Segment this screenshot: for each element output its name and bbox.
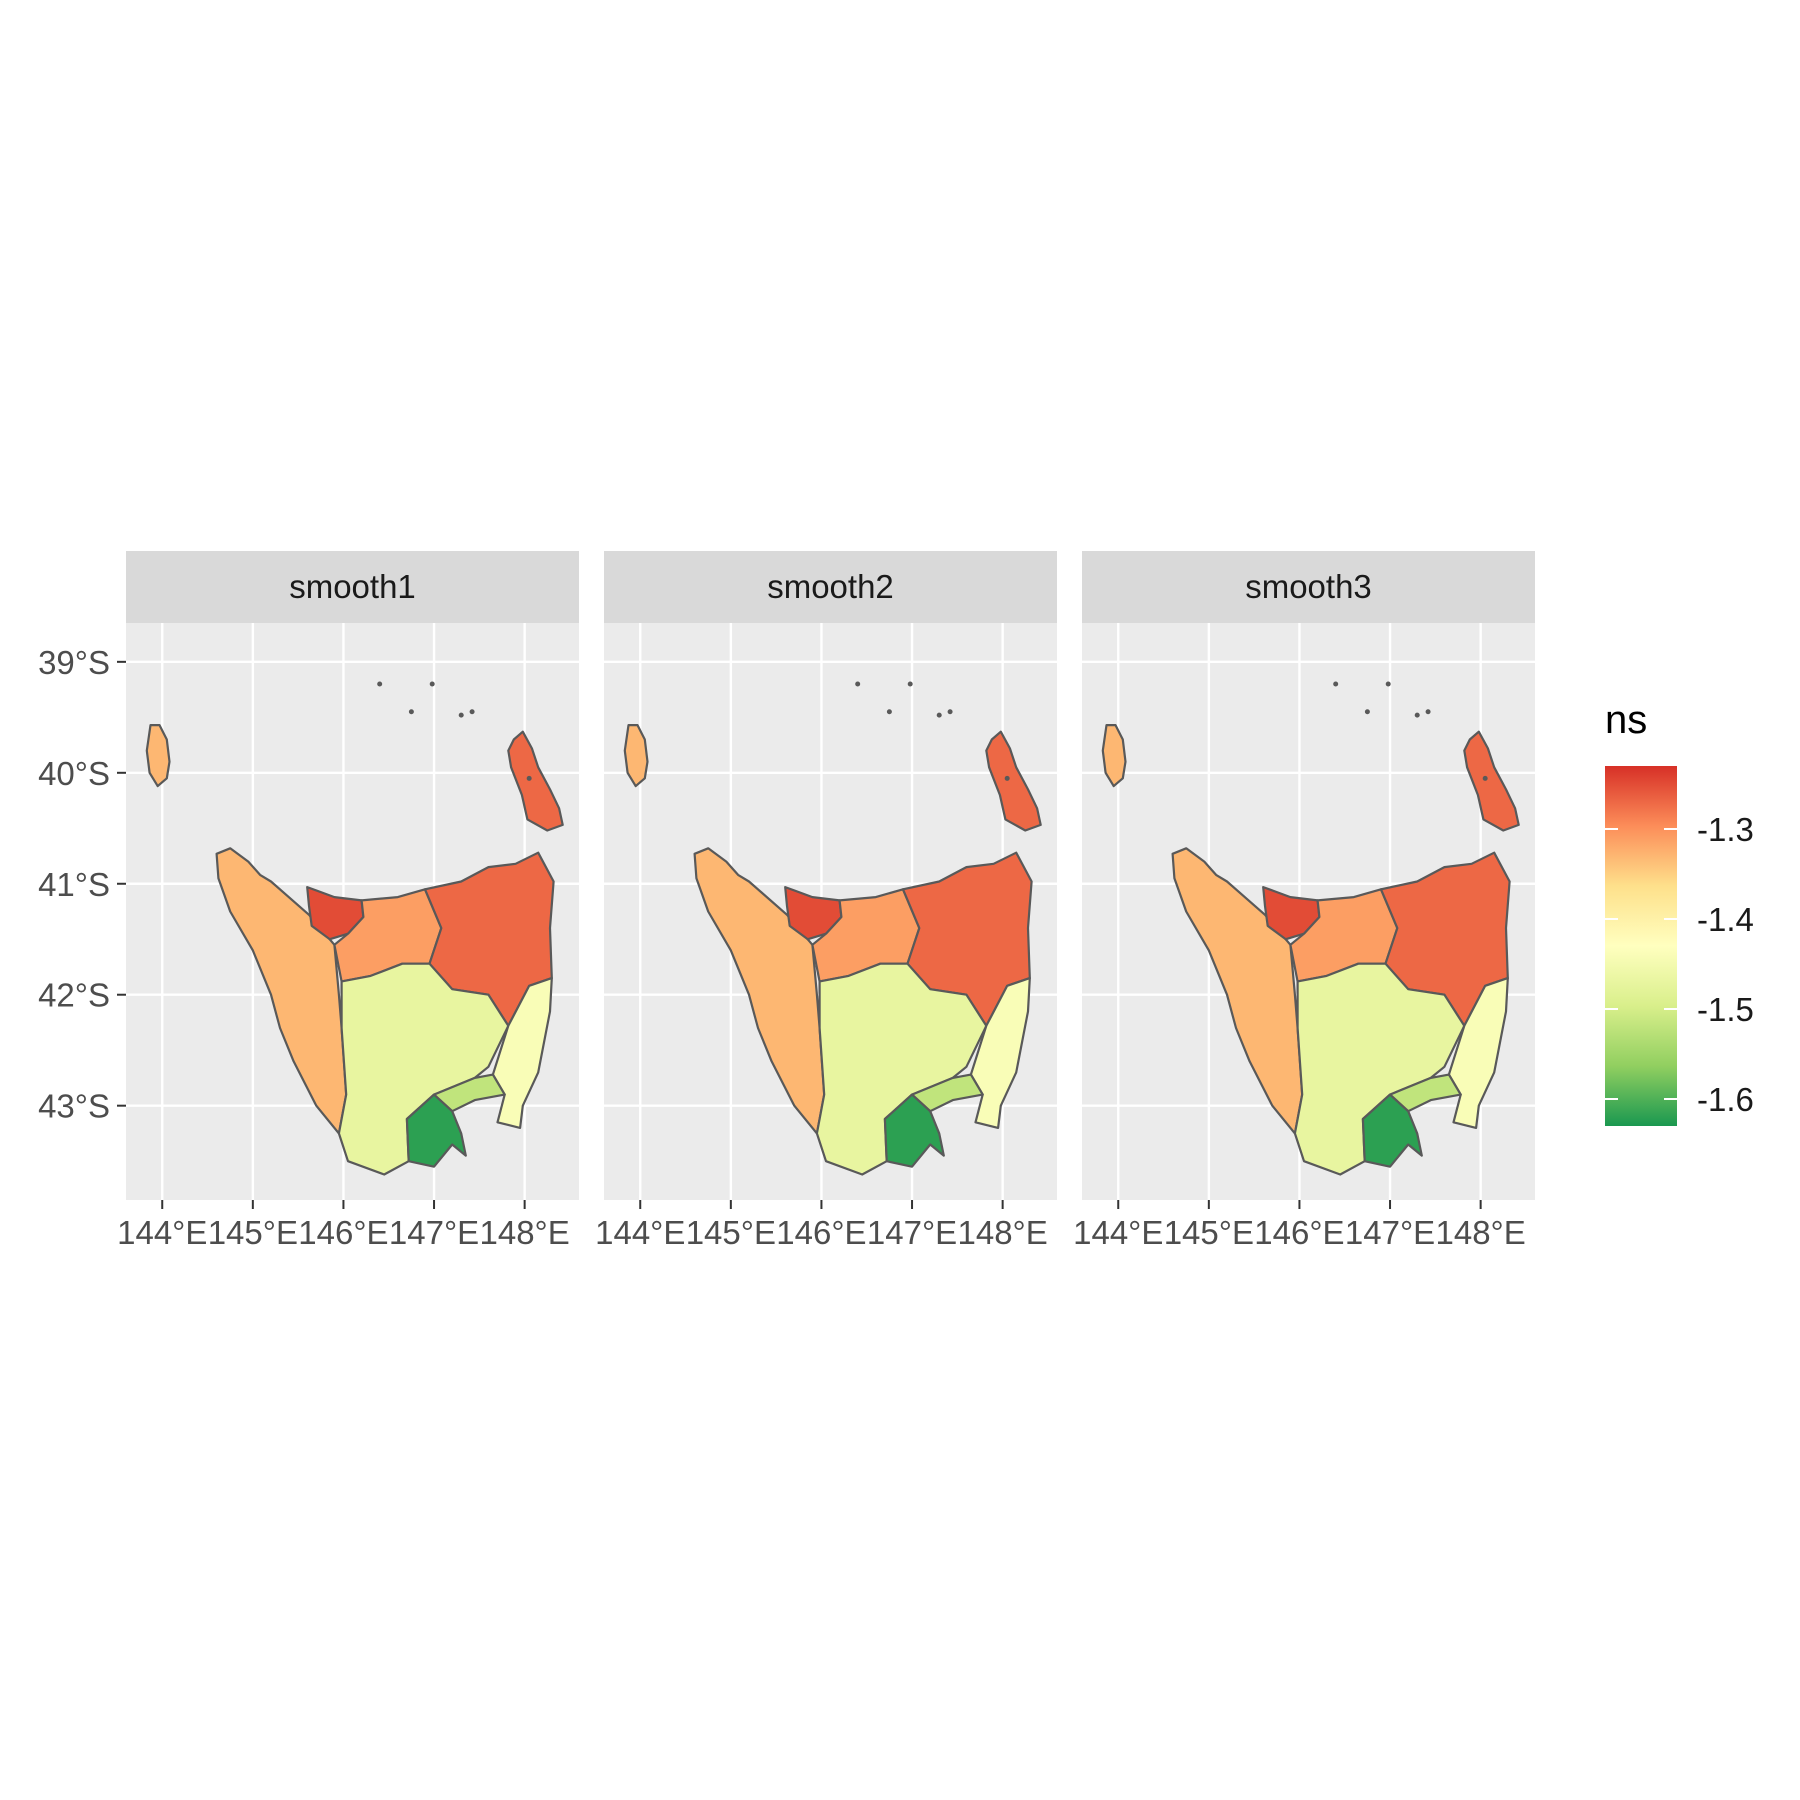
x-tick-label: 145°E (208, 1214, 298, 1251)
islet (886, 709, 892, 715)
islet (947, 709, 953, 715)
x-tick-label: 145°E (686, 1214, 776, 1251)
legend-label: -1.3 (1697, 811, 1754, 848)
legend: ns -1.3 -1.4 -1.5 -1.6 (1605, 698, 1754, 1126)
region-east-coast (969, 977, 1031, 1129)
region-east-coast (491, 977, 553, 1129)
y-tick-label: 40°S (38, 755, 110, 792)
x-tick-label: 146°E (776, 1214, 866, 1251)
legend-colorbar (1605, 766, 1677, 1126)
islet (907, 681, 913, 687)
facet-strip (1082, 551, 1535, 623)
region-huon-valley (405, 1093, 467, 1168)
x-tick-label: 144°E (1073, 1214, 1163, 1251)
x-tick-label: 147°E (389, 1214, 479, 1251)
facet-panel: smooth2 144°E 145°E 146°E 147°E 148°E (595, 551, 1057, 1251)
facet-strip-label: smooth3 (1245, 568, 1372, 605)
islet (377, 681, 383, 687)
x-tick-label: 148°E (957, 1214, 1047, 1251)
facet-strip-label: smooth1 (289, 568, 416, 605)
x-tick-label: 148°E (479, 1214, 569, 1251)
x-tick-label: 148°E (1435, 1214, 1525, 1251)
x-tick-label: 146°E (298, 1214, 388, 1251)
islet (408, 709, 414, 715)
islet (936, 712, 942, 718)
x-tick-label: 144°E (595, 1214, 685, 1251)
islet (458, 712, 464, 718)
islet (1364, 709, 1370, 715)
legend-label: -1.5 (1697, 991, 1754, 1028)
region-flinders-island (985, 730, 1042, 832)
y-tick-label: 39°S (38, 644, 110, 681)
facet-strip-label: smooth2 (767, 568, 894, 605)
x-tick-label: 146°E (1254, 1214, 1344, 1251)
islet (469, 709, 475, 715)
y-tick-label: 43°S (38, 1088, 110, 1125)
region-king-island (145, 724, 171, 788)
region-king-island (623, 724, 649, 788)
legend-title: ns (1605, 698, 1647, 742)
facet-panel: smooth3 144°E 145°E 146°E 147°E 148°E (1073, 551, 1535, 1251)
legend-label: -1.4 (1697, 901, 1754, 938)
x-tick-label: 144°E (117, 1214, 207, 1251)
islet (526, 775, 532, 781)
facet-panel: smooth1 144°E 145°E 146°E 147°E 148°E (117, 551, 579, 1251)
x-tick-label: 147°E (1345, 1214, 1435, 1251)
islet (429, 681, 435, 687)
region-huon-valley (883, 1093, 945, 1168)
region-flinders-island (507, 730, 564, 832)
facet-strip (604, 551, 1057, 623)
x-tick-label: 147°E (867, 1214, 957, 1251)
region-flinders-island (1463, 730, 1520, 832)
islet (1004, 775, 1010, 781)
islet (1425, 709, 1431, 715)
islet (1414, 712, 1420, 718)
legend-label: -1.6 (1697, 1081, 1754, 1118)
y-axis: 39°S 40°S 41°S 42°S 43°S (38, 644, 126, 1125)
islet (1385, 681, 1391, 687)
x-tick-label: 145°E (1164, 1214, 1254, 1251)
facet-strip (126, 551, 579, 623)
y-tick-label: 42°S (38, 977, 110, 1014)
islet (1482, 775, 1488, 781)
islet (1333, 681, 1339, 687)
region-king-island (1101, 724, 1127, 788)
islet (855, 681, 861, 687)
region-huon-valley (1361, 1093, 1423, 1168)
y-tick-label: 41°S (38, 866, 110, 903)
region-east-coast (1447, 977, 1509, 1129)
